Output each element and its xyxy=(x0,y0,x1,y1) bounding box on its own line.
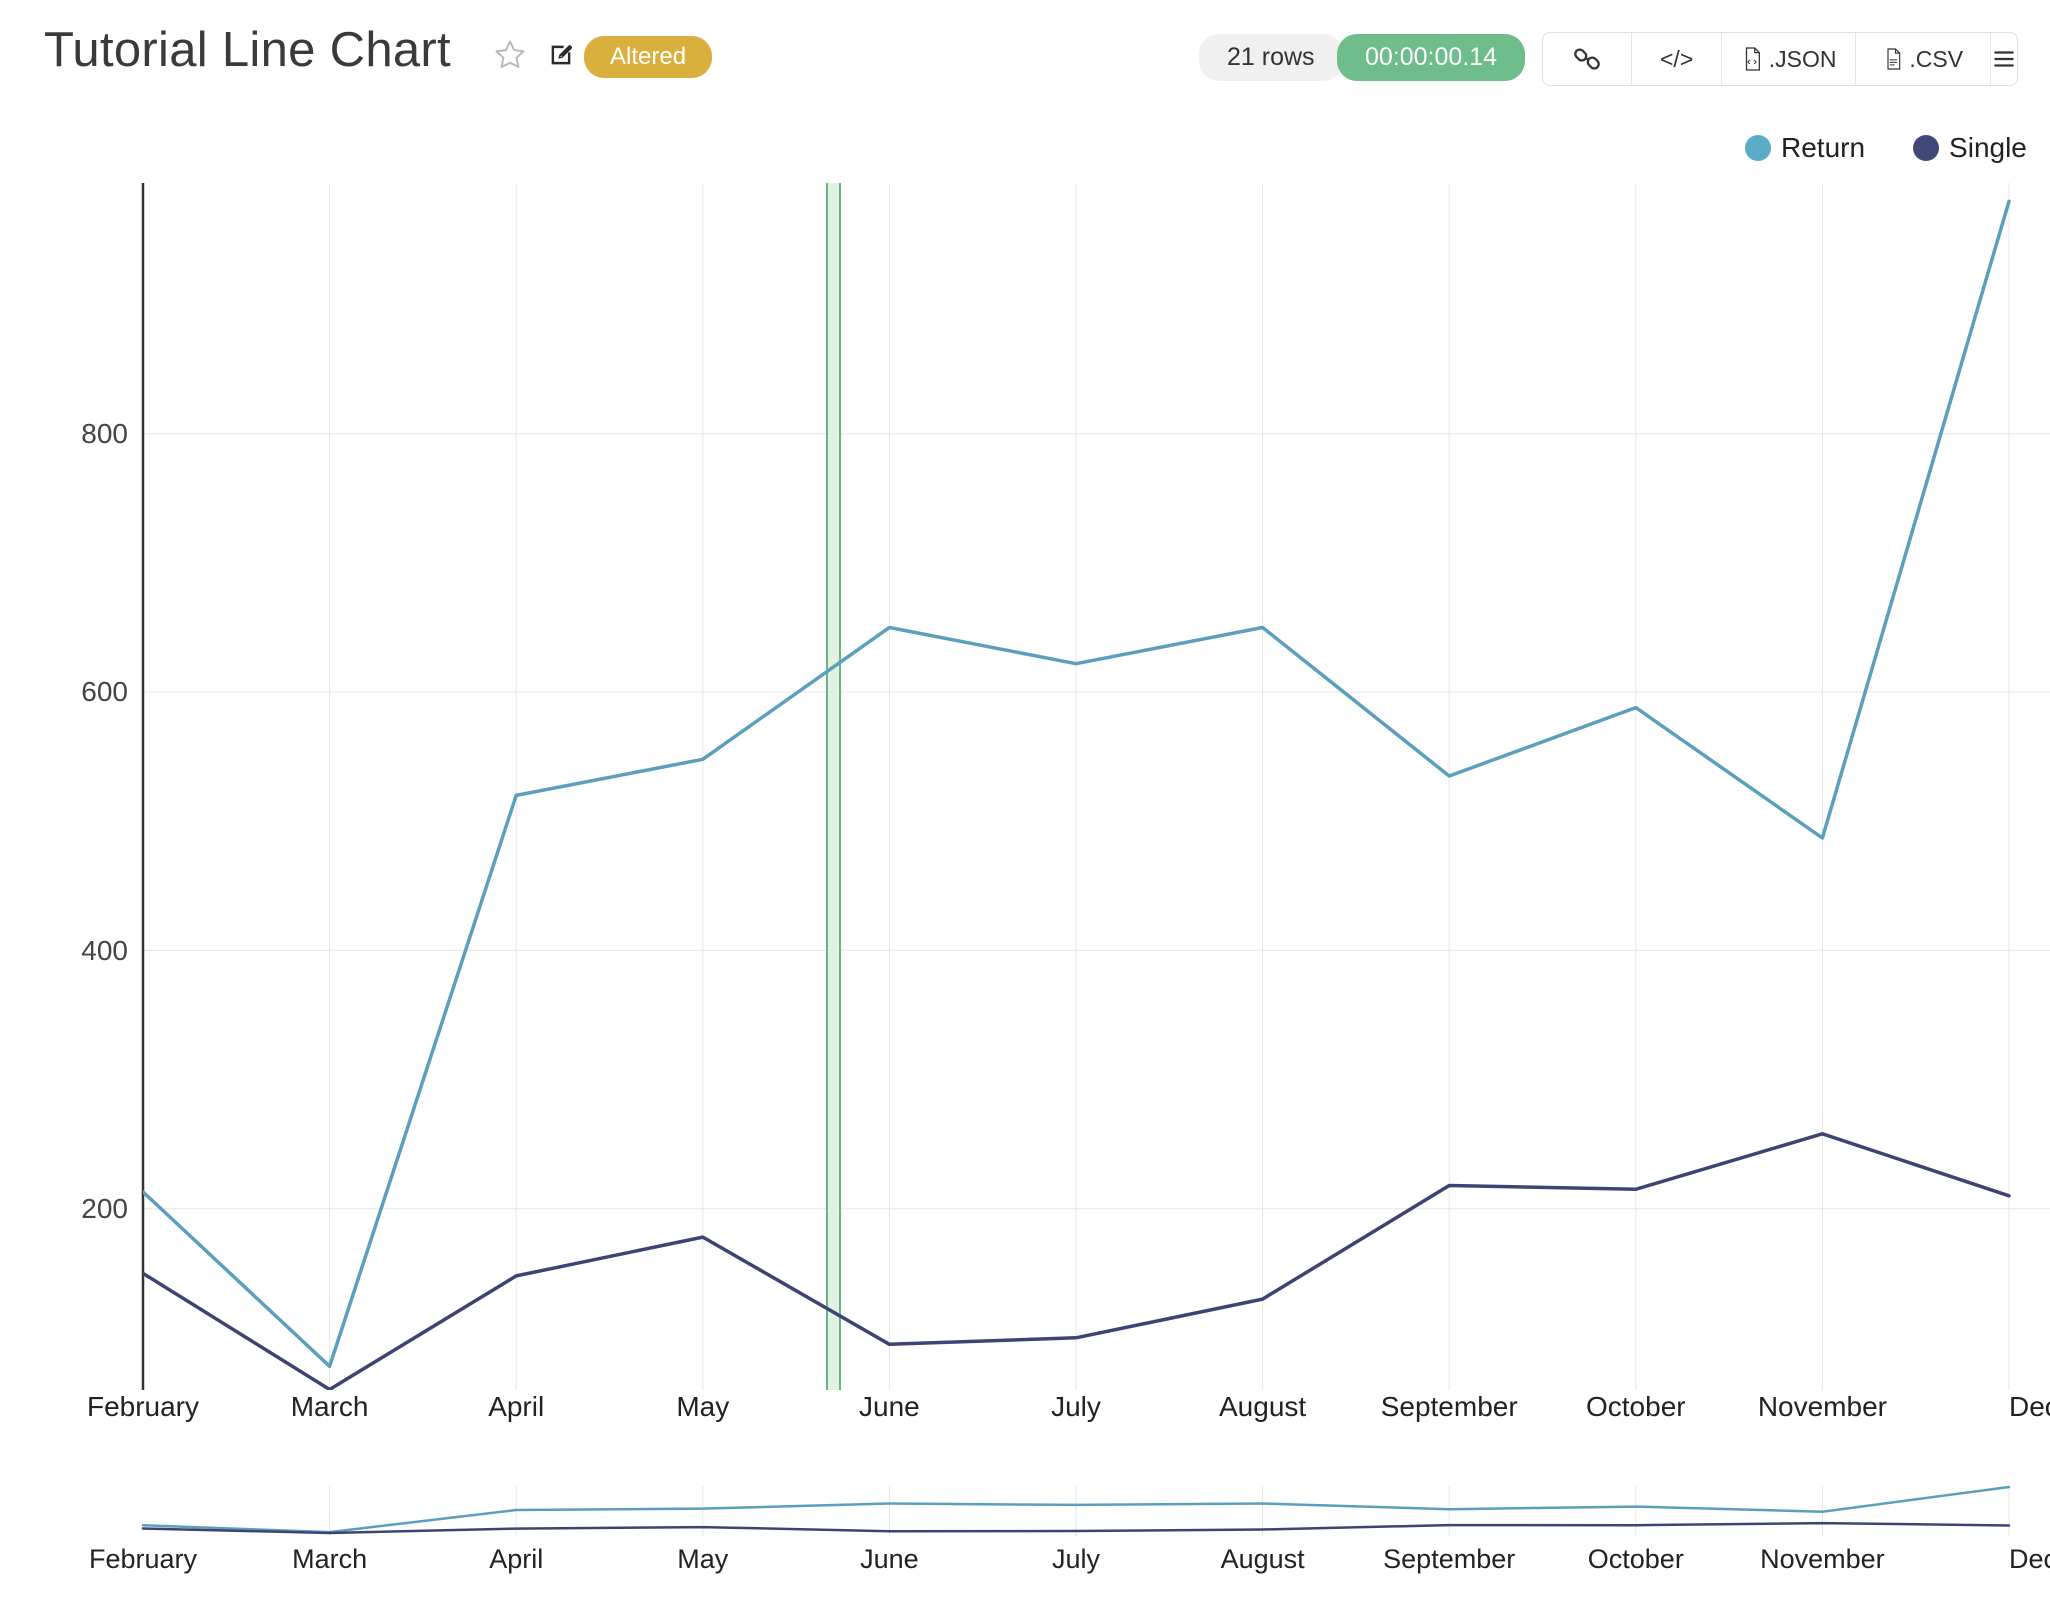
svg-text:November: November xyxy=(1758,1391,1887,1422)
svg-text:Dece: Dece xyxy=(2009,1391,2050,1422)
svg-text:November: November xyxy=(1760,1544,1885,1574)
svg-text:200: 200 xyxy=(81,1193,128,1224)
svg-text:July: July xyxy=(1052,1544,1101,1574)
svg-text:Dece: Dece xyxy=(2009,1544,2050,1574)
svg-text:800: 800 xyxy=(81,418,128,449)
svg-text:September: September xyxy=(1381,1391,1518,1422)
svg-text:June: June xyxy=(859,1391,920,1422)
svg-text:April: April xyxy=(489,1544,543,1574)
svg-text:October: October xyxy=(1588,1544,1684,1574)
svg-text:March: March xyxy=(291,1391,369,1422)
svg-text:May: May xyxy=(676,1391,729,1422)
svg-text:600: 600 xyxy=(81,676,128,707)
svg-text:June: June xyxy=(860,1544,919,1574)
svg-text:October: October xyxy=(1586,1391,1686,1422)
svg-text:July: July xyxy=(1051,1391,1101,1422)
svg-text:September: September xyxy=(1383,1544,1515,1574)
svg-text:February: February xyxy=(89,1544,198,1574)
svg-text:March: March xyxy=(292,1544,367,1574)
svg-text:April: April xyxy=(488,1391,544,1422)
svg-text:May: May xyxy=(677,1544,729,1574)
svg-text:400: 400 xyxy=(81,935,128,966)
svg-text:August: August xyxy=(1219,1391,1306,1422)
svg-text:February: February xyxy=(87,1391,199,1422)
svg-text:August: August xyxy=(1221,1544,1306,1574)
